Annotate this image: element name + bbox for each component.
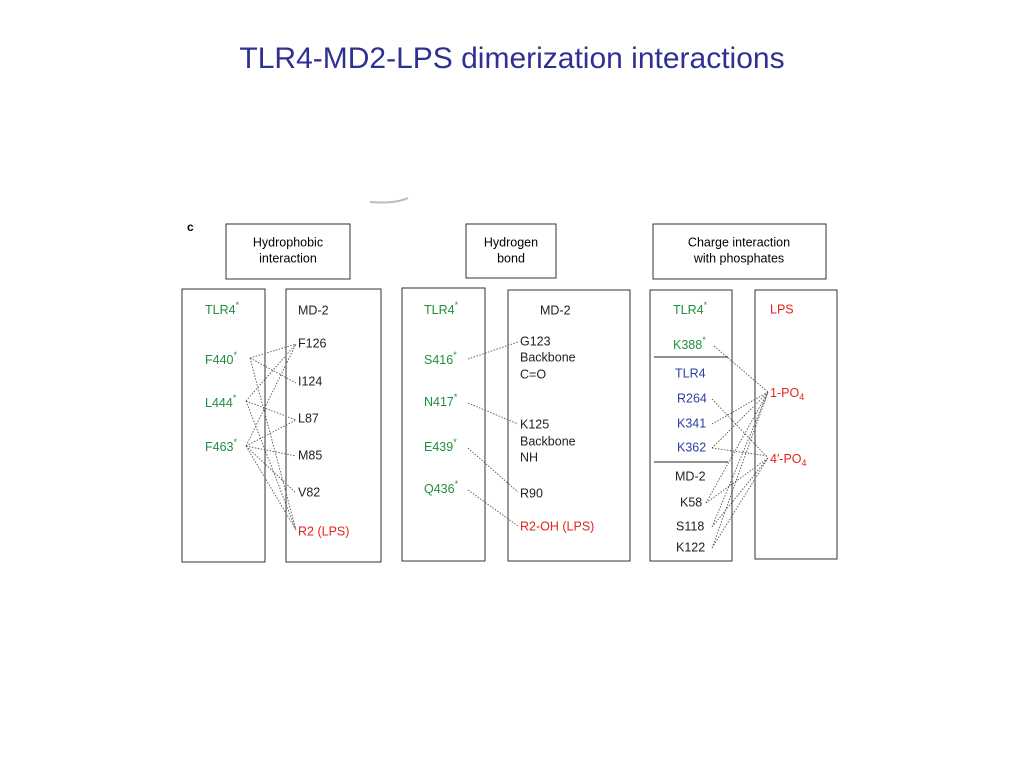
label-sub: 4 [802, 458, 807, 468]
label-base: F440 [205, 353, 234, 367]
residue-label: C=O [520, 367, 546, 381]
header-box [465, 223, 557, 279]
panel-label: c [187, 220, 194, 234]
header-text: with phosphates [693, 251, 784, 265]
column-box [401, 287, 486, 562]
residue-label: K362 [677, 440, 706, 454]
residue-label: LPS [770, 302, 794, 316]
hydrophobic-links [245, 343, 297, 531]
column-box [507, 289, 631, 562]
label-base: F463 [205, 440, 234, 454]
slide-title: TLR4-MD2-LPS dimerization interactions [239, 42, 784, 75]
label-sup: * [702, 335, 706, 345]
hydrogen-links [467, 341, 519, 527]
label-base: E439 [424, 440, 453, 454]
label-base: L444 [205, 396, 233, 410]
label-sup: * [453, 437, 457, 447]
residue-label: MD-2 [675, 469, 706, 483]
residue-label: MD-2 [298, 303, 329, 317]
residue-label: S416* [424, 350, 457, 367]
label-sup: * [455, 300, 459, 310]
label-base: 1-PO [770, 386, 799, 400]
label-sup: * [455, 479, 459, 489]
label-sup: * [704, 300, 708, 310]
label-base: TLR4 [205, 303, 236, 317]
residue-label: G123 [520, 334, 551, 348]
header-box [225, 223, 351, 280]
residue-label: S118 [676, 519, 704, 533]
residue-label: 4′-PO4 [770, 452, 807, 468]
residue-label: TLR4* [424, 300, 459, 317]
residue-label: K341 [677, 416, 706, 430]
residue-label: TLR4* [673, 300, 708, 317]
connections [245, 341, 769, 549]
label-base: TLR4 [424, 303, 455, 317]
boxes [181, 223, 838, 563]
label-base: 4′-PO [770, 452, 802, 466]
label-base: S416 [424, 353, 453, 367]
header-text: bond [497, 251, 525, 265]
column-box [754, 289, 838, 560]
header-text: Hydrogen [484, 235, 538, 249]
residue-label: MD-2 [540, 303, 571, 317]
label-base: Q436 [424, 482, 455, 496]
column-box [649, 289, 733, 562]
residue-label: NH [520, 450, 538, 464]
artifact [369, 197, 409, 204]
residue-label: L87 [298, 411, 319, 425]
label-sup: * [236, 300, 240, 310]
residue-label: TLR4* [205, 300, 240, 317]
label-base: TLR4 [673, 303, 704, 317]
column-box [285, 288, 382, 563]
label-sup: * [234, 350, 238, 360]
residue-label: R90 [520, 486, 543, 500]
residue-label: Backbone [520, 434, 576, 448]
column-box [181, 288, 266, 563]
residue-label: R2-OH (LPS) [520, 519, 594, 533]
header-text: Hydrophobic [253, 235, 323, 249]
label-sup: * [454, 392, 458, 402]
residue-label: F463* [205, 437, 238, 454]
label-sup: * [453, 350, 457, 360]
residue-label: F440* [205, 350, 238, 367]
residue-label: F126 [298, 336, 327, 350]
residue-label: K122 [676, 540, 705, 554]
label-base: K388 [673, 338, 702, 352]
residue-label: M85 [298, 448, 322, 462]
residue-label: Backbone [520, 350, 576, 364]
residue-label: R264 [677, 391, 707, 405]
residue-label: K388* [673, 335, 706, 352]
label-base: N417 [424, 395, 454, 409]
header-text: Charge interaction [688, 235, 790, 249]
residue-label: TLR4 [675, 366, 706, 380]
residue-label: N417* [424, 392, 458, 409]
label-sup: * [234, 437, 238, 447]
residue-label: K125 [520, 417, 549, 431]
residue-label: V82 [298, 485, 320, 499]
header-text: interaction [259, 251, 317, 265]
label-sup: * [233, 393, 237, 403]
residue-label: 1-PO4 [770, 386, 804, 402]
label-sub: 4 [799, 392, 804, 402]
residue-label: K58 [680, 495, 702, 509]
residue-label: E439* [424, 437, 457, 454]
residue-label: L444* [205, 393, 237, 410]
residue-label: R2 (LPS) [298, 524, 349, 538]
header-box [652, 223, 827, 280]
residue-label: Q436* [424, 479, 459, 496]
residue-label: I124 [298, 374, 322, 388]
charge-links [705, 345, 769, 549]
